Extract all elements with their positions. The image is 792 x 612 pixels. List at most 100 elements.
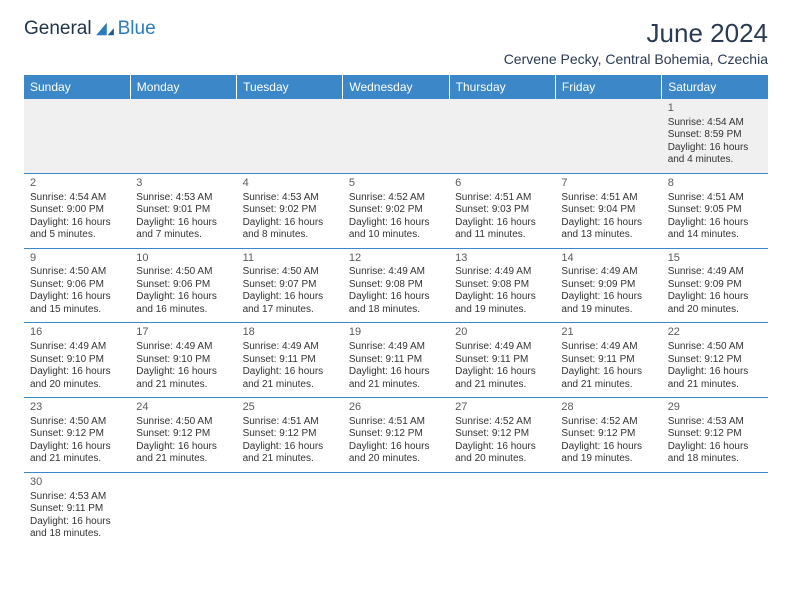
- daylight-text: Daylight: 16 hours: [561, 291, 655, 304]
- daylight-text: Daylight: 16 hours: [136, 291, 230, 304]
- daylight-text: and 21 minutes.: [668, 379, 762, 392]
- day-cell: 21Sunrise: 4:49 AMSunset: 9:11 PMDayligh…: [555, 323, 661, 398]
- daylight-text: Daylight: 16 hours: [455, 291, 549, 304]
- sunrise-text: Sunrise: 4:51 AM: [561, 192, 655, 205]
- sunset-text: Sunset: 9:12 PM: [136, 428, 230, 441]
- daylight-text: Daylight: 16 hours: [455, 366, 549, 379]
- daylight-text: Daylight: 16 hours: [561, 441, 655, 454]
- daylight-text: and 20 minutes.: [30, 379, 124, 392]
- sunrise-text: Sunrise: 4:52 AM: [561, 416, 655, 429]
- day-cell: 4Sunrise: 4:53 AMSunset: 9:02 PMDaylight…: [237, 173, 343, 248]
- day-cell: 17Sunrise: 4:49 AMSunset: 9:10 PMDayligh…: [130, 323, 236, 398]
- sunrise-text: Sunrise: 4:52 AM: [349, 192, 443, 205]
- week-row: 9Sunrise: 4:50 AMSunset: 9:06 PMDaylight…: [24, 248, 768, 323]
- daylight-text: and 20 minutes.: [668, 304, 762, 317]
- sunset-text: Sunset: 9:12 PM: [561, 428, 655, 441]
- day-cell: 10Sunrise: 4:50 AMSunset: 9:06 PMDayligh…: [130, 248, 236, 323]
- day-cell: 19Sunrise: 4:49 AMSunset: 9:11 PMDayligh…: [343, 323, 449, 398]
- day-number: 28: [561, 401, 655, 415]
- sunrise-text: Sunrise: 4:50 AM: [243, 266, 337, 279]
- day-cell: 24Sunrise: 4:50 AMSunset: 9:12 PMDayligh…: [130, 398, 236, 473]
- daylight-text: Daylight: 16 hours: [349, 291, 443, 304]
- daylight-text: and 21 minutes.: [136, 453, 230, 466]
- daylight-text: and 21 minutes.: [243, 453, 337, 466]
- day-cell: [343, 472, 449, 546]
- day-cell: 30Sunrise: 4:53 AMSunset: 9:11 PMDayligh…: [24, 472, 130, 546]
- day-number: 5: [349, 177, 443, 191]
- sunrise-text: Sunrise: 4:53 AM: [668, 416, 762, 429]
- day-cell: 11Sunrise: 4:50 AMSunset: 9:07 PMDayligh…: [237, 248, 343, 323]
- col-sunday: Sunday: [24, 75, 130, 99]
- sunset-text: Sunset: 9:07 PM: [243, 279, 337, 292]
- sunrise-text: Sunrise: 4:53 AM: [30, 491, 124, 504]
- day-cell: 20Sunrise: 4:49 AMSunset: 9:11 PMDayligh…: [449, 323, 555, 398]
- daylight-text: and 21 minutes.: [243, 379, 337, 392]
- day-cell: [449, 99, 555, 173]
- day-cell: [237, 99, 343, 173]
- day-cell: [130, 472, 236, 546]
- sunset-text: Sunset: 9:12 PM: [349, 428, 443, 441]
- daylight-text: and 20 minutes.: [349, 453, 443, 466]
- daylight-text: and 8 minutes.: [243, 229, 337, 242]
- day-number: 8: [668, 177, 762, 191]
- daylight-text: Daylight: 16 hours: [668, 217, 762, 230]
- sunset-text: Sunset: 9:10 PM: [136, 354, 230, 367]
- sunrise-text: Sunrise: 4:49 AM: [561, 266, 655, 279]
- sunset-text: Sunset: 9:11 PM: [349, 354, 443, 367]
- sunset-text: Sunset: 9:05 PM: [668, 204, 762, 217]
- day-cell: [449, 472, 555, 546]
- daylight-text: Daylight: 16 hours: [349, 217, 443, 230]
- day-number: 20: [455, 326, 549, 340]
- daylight-text: and 19 minutes.: [561, 304, 655, 317]
- day-cell: 18Sunrise: 4:49 AMSunset: 9:11 PMDayligh…: [237, 323, 343, 398]
- daylight-text: and 19 minutes.: [561, 453, 655, 466]
- day-number: 9: [30, 252, 124, 266]
- sunrise-text: Sunrise: 4:49 AM: [30, 341, 124, 354]
- daylight-text: Daylight: 16 hours: [561, 366, 655, 379]
- daylight-text: and 10 minutes.: [349, 229, 443, 242]
- day-cell: 3Sunrise: 4:53 AMSunset: 9:01 PMDaylight…: [130, 173, 236, 248]
- day-number: 19: [349, 326, 443, 340]
- day-cell: 15Sunrise: 4:49 AMSunset: 9:09 PMDayligh…: [662, 248, 768, 323]
- sunrise-text: Sunrise: 4:49 AM: [243, 341, 337, 354]
- day-number: 18: [243, 326, 337, 340]
- daylight-text: Daylight: 16 hours: [668, 142, 762, 155]
- col-thursday: Thursday: [449, 75, 555, 99]
- day-cell: 14Sunrise: 4:49 AMSunset: 9:09 PMDayligh…: [555, 248, 661, 323]
- daylight-text: Daylight: 16 hours: [455, 217, 549, 230]
- daylight-text: and 15 minutes.: [30, 304, 124, 317]
- sunrise-text: Sunrise: 4:50 AM: [136, 266, 230, 279]
- logo-text-2: Blue: [118, 18, 156, 40]
- day-number: 15: [668, 252, 762, 266]
- daylight-text: Daylight: 16 hours: [136, 217, 230, 230]
- day-number: 1: [668, 102, 762, 116]
- sunrise-text: Sunrise: 4:52 AM: [455, 416, 549, 429]
- day-number: 3: [136, 177, 230, 191]
- day-number: 22: [668, 326, 762, 340]
- day-number: 16: [30, 326, 124, 340]
- daylight-text: and 16 minutes.: [136, 304, 230, 317]
- daylight-text: Daylight: 16 hours: [668, 366, 762, 379]
- day-number: 23: [30, 401, 124, 415]
- sunrise-text: Sunrise: 4:49 AM: [136, 341, 230, 354]
- day-number: 25: [243, 401, 337, 415]
- sunset-text: Sunset: 9:00 PM: [30, 204, 124, 217]
- sunset-text: Sunset: 9:11 PM: [243, 354, 337, 367]
- logo-text-1: General: [24, 18, 92, 40]
- day-number: 17: [136, 326, 230, 340]
- daylight-text: and 21 minutes.: [136, 379, 230, 392]
- daylight-text: and 20 minutes.: [455, 453, 549, 466]
- sunset-text: Sunset: 9:02 PM: [349, 204, 443, 217]
- week-row: 16Sunrise: 4:49 AMSunset: 9:10 PMDayligh…: [24, 323, 768, 398]
- day-header-row: Sunday Monday Tuesday Wednesday Thursday…: [24, 75, 768, 99]
- sunrise-text: Sunrise: 4:49 AM: [561, 341, 655, 354]
- day-cell: 28Sunrise: 4:52 AMSunset: 9:12 PMDayligh…: [555, 398, 661, 473]
- sunrise-text: Sunrise: 4:49 AM: [455, 341, 549, 354]
- day-cell: 9Sunrise: 4:50 AMSunset: 9:06 PMDaylight…: [24, 248, 130, 323]
- daylight-text: Daylight: 16 hours: [561, 217, 655, 230]
- day-number: 11: [243, 252, 337, 266]
- daylight-text: and 21 minutes.: [30, 453, 124, 466]
- sunrise-text: Sunrise: 4:49 AM: [349, 341, 443, 354]
- day-cell: 29Sunrise: 4:53 AMSunset: 9:12 PMDayligh…: [662, 398, 768, 473]
- sunset-text: Sunset: 9:12 PM: [243, 428, 337, 441]
